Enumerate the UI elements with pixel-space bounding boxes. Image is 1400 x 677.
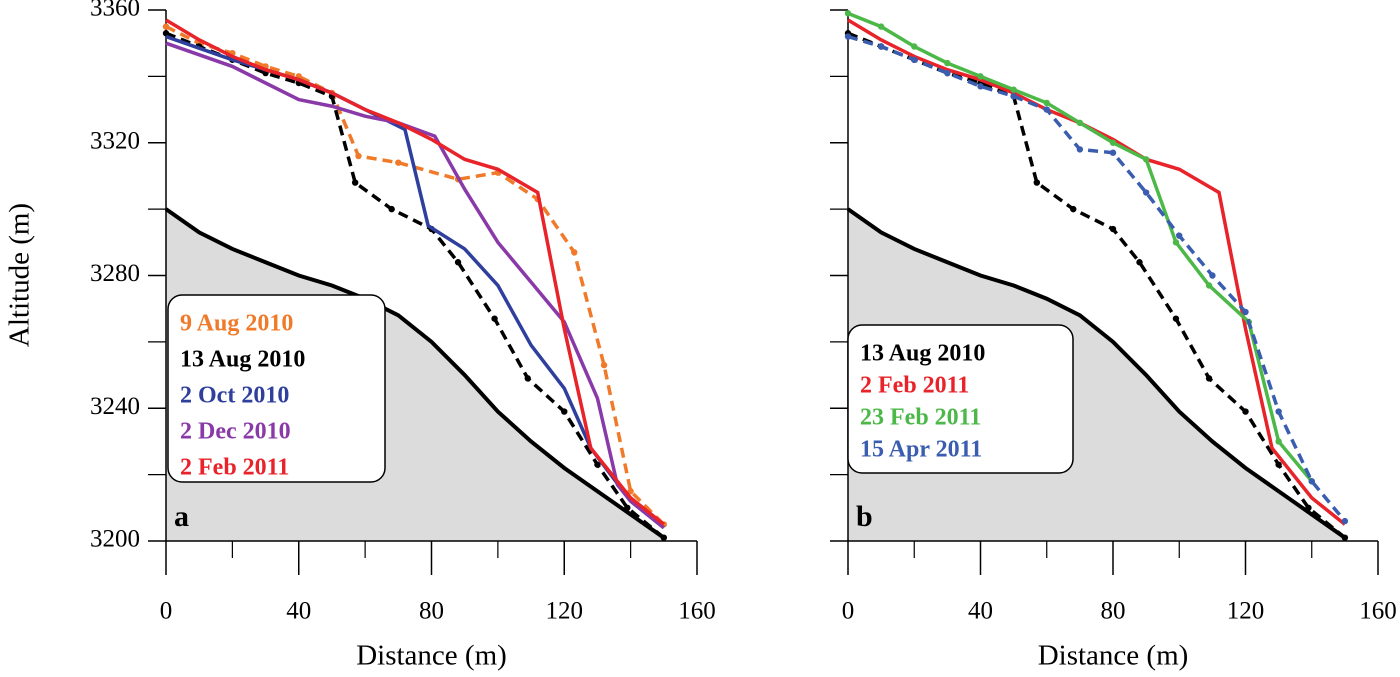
profile-point [355, 152, 362, 160]
y-tick-label: 3240 [90, 393, 140, 420]
profile-point [1341, 534, 1349, 541]
legend-entry: 23 Feb 2011 [860, 405, 981, 431]
profile-point [1142, 156, 1150, 163]
x-tick-label: 120 [546, 598, 584, 625]
profile-point [911, 43, 918, 50]
profile-point [624, 504, 631, 512]
profile-point [844, 10, 852, 17]
x-tick-label: 160 [1359, 598, 1397, 625]
profile-point [1109, 225, 1117, 233]
profile-point [977, 73, 984, 80]
profile-point [1043, 99, 1050, 107]
panel-label: a [174, 500, 189, 533]
profile-point [1109, 149, 1117, 156]
profile-point [977, 83, 984, 90]
profile-point [844, 33, 852, 40]
profile-point [1308, 478, 1315, 485]
profile-point [660, 534, 668, 541]
bed-line [846, 207, 1347, 540]
profile-point [571, 249, 578, 256]
x-tick-label: 120 [1227, 598, 1265, 625]
profile-line [847, 34, 1347, 523]
profile-point [600, 361, 608, 369]
legend-entry: 9 Aug 2010 [180, 311, 293, 337]
profile-point [454, 259, 462, 266]
y-tick-label: 3360 [90, 0, 140, 22]
legend-box [167, 294, 386, 483]
profile-point [1275, 408, 1282, 415]
profile-point [911, 56, 918, 63]
profile-point [491, 315, 498, 322]
legend-entry: 2 Feb 2011 [860, 373, 969, 399]
x-tick-label: 80 [1101, 598, 1126, 625]
profile-point [524, 375, 531, 382]
x-axis-label: Distance (m) [1038, 640, 1189, 672]
legend-entry: 2 Feb 2011 [180, 455, 289, 481]
profile-point [1172, 315, 1180, 322]
profile-point [1010, 86, 1017, 93]
profile-point [162, 30, 170, 37]
profile-point [162, 23, 170, 30]
profile-point [944, 59, 951, 67]
profile-point [351, 179, 359, 186]
profile-point [1205, 375, 1213, 382]
x-axis-label: Distance (m) [356, 640, 507, 672]
legend-entry: 13 Aug 2010 [860, 341, 985, 367]
legend-box [847, 324, 1074, 474]
panel-label: b [856, 500, 873, 533]
profile-point [1341, 517, 1349, 525]
y-axis-label: Altitude (m) [4, 203, 36, 347]
profile-point [627, 488, 634, 495]
profile-point [1076, 146, 1084, 153]
x-tick-label: 40 [968, 598, 993, 625]
profile-point [1275, 461, 1282, 468]
profile-point [1172, 239, 1180, 246]
profile-point [1070, 205, 1077, 213]
legend-entry: 2 Oct 2010 [180, 383, 289, 409]
profile-point [1275, 438, 1282, 445]
profile-point [388, 205, 395, 213]
profile-point [1209, 272, 1216, 279]
profile-line [165, 41, 665, 530]
profile-point [1076, 119, 1084, 127]
profile-point [944, 69, 951, 77]
profile-point [1043, 106, 1050, 113]
bed-line [164, 207, 665, 540]
x-tick-label: 160 [678, 598, 716, 625]
legend-entry: 15 Apr 2011 [860, 437, 982, 463]
y-tick-label: 3320 [90, 127, 140, 154]
profile-point [877, 43, 885, 50]
profile-point [1109, 139, 1117, 146]
profile-point [1136, 259, 1143, 266]
profile-point [1205, 282, 1213, 289]
profile-point [877, 23, 885, 30]
profile-point [395, 159, 402, 166]
profile-point [594, 461, 601, 468]
x-tick-label: 40 [286, 598, 311, 625]
profile-point [1242, 408, 1249, 415]
profile-point [1142, 189, 1150, 196]
profile-point [561, 408, 568, 415]
profile-point [1176, 232, 1183, 239]
profile-point [1033, 179, 1041, 186]
x-tick-label: 80 [419, 598, 444, 625]
profile-point [1242, 308, 1249, 316]
legend-entry: 2 Dec 2010 [180, 419, 291, 445]
profile-line [165, 18, 665, 526]
y-tick-label: 3200 [90, 526, 140, 553]
x-tick-label: 0 [160, 598, 173, 625]
profile-point [1305, 504, 1312, 512]
legend-entry: 13 Aug 2010 [180, 347, 305, 373]
profile-point [1010, 93, 1017, 100]
y-tick-label: 3280 [90, 260, 140, 287]
x-tick-label: 0 [842, 598, 855, 625]
